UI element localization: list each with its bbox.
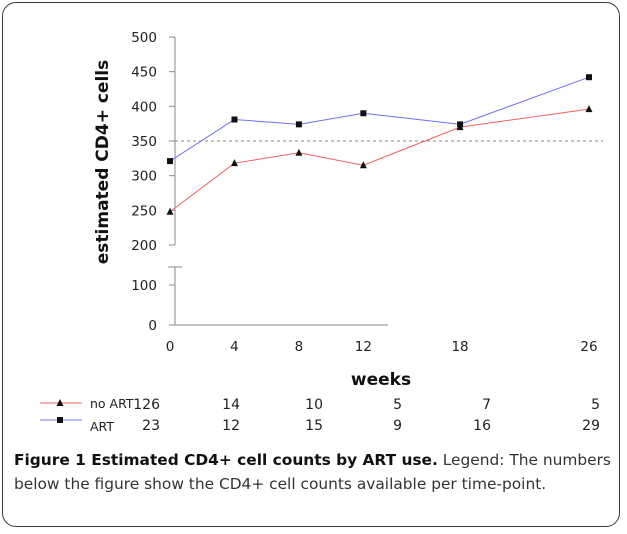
x-axis-label: weeks bbox=[351, 370, 411, 390]
y-tick-label: 300 bbox=[131, 169, 157, 185]
x-tick-label: 8 bbox=[295, 339, 304, 355]
data-point-no-art bbox=[585, 105, 593, 113]
data-point-art bbox=[586, 74, 592, 81]
y-axis-label: estimated CD4+ cells bbox=[93, 60, 113, 265]
count-cell: 9 bbox=[393, 418, 402, 434]
legend-marker-triangle bbox=[56, 399, 64, 406]
count-cell: 29 bbox=[582, 418, 600, 434]
legend-label: no ART bbox=[90, 396, 134, 411]
y-tick-label: 500 bbox=[131, 30, 157, 46]
y-tick-label: 200 bbox=[131, 238, 157, 254]
count-cell: 7 bbox=[482, 397, 491, 413]
caption-text: Legend: The numbers below the figure sho… bbox=[14, 451, 611, 493]
y-tick-label: 100 bbox=[131, 278, 157, 294]
count-table: no ART 126 14 10 5 7 5 ART 23 12 15 9 16 29 bbox=[40, 396, 600, 434]
count-cell: 5 bbox=[591, 397, 600, 413]
data-point-no-art bbox=[295, 148, 303, 156]
y-tick-label: 350 bbox=[131, 134, 157, 150]
count-cell: 15 bbox=[305, 418, 323, 434]
x-tick-label: 18 bbox=[451, 339, 468, 355]
count-cell: 10 bbox=[305, 397, 323, 413]
count-cell: 14 bbox=[222, 397, 240, 413]
x-tick-label: 12 bbox=[355, 339, 372, 355]
legend-marker-square bbox=[57, 417, 63, 423]
axes: 0 100 200 250 300 350 400 450 500 0 4 8 12 18 26 bbox=[131, 30, 603, 355]
y-tick-label: 400 bbox=[131, 99, 157, 115]
figure-caption: Figure 1 Estimated CD4+ cell counts by A… bbox=[14, 448, 614, 496]
legend-label: ART bbox=[90, 419, 114, 434]
count-cell: 5 bbox=[393, 397, 402, 413]
figure-card bbox=[2, 2, 620, 527]
data-point-no-art bbox=[166, 207, 174, 215]
caption-lead: Figure 1 Estimated CD4+ cell counts by A… bbox=[14, 451, 438, 469]
data-point-art bbox=[167, 158, 173, 165]
data-point-art bbox=[457, 121, 464, 128]
data-point-art bbox=[295, 121, 302, 128]
series-line-art bbox=[169, 76, 590, 162]
data-point-art bbox=[231, 116, 238, 123]
data-point-no-art bbox=[230, 159, 238, 167]
count-cell: 23 bbox=[142, 418, 160, 434]
count-cell: 12 bbox=[222, 418, 240, 434]
count-cell: 126 bbox=[133, 397, 160, 413]
x-tick-label: 4 bbox=[230, 339, 239, 355]
data-point-art bbox=[360, 110, 367, 117]
count-cell: 16 bbox=[473, 418, 491, 434]
x-tick-label: 26 bbox=[580, 339, 597, 355]
data-point-no-art bbox=[359, 161, 367, 169]
x-tick-label: 0 bbox=[166, 339, 175, 355]
y-tick-label: 450 bbox=[131, 65, 157, 81]
series-line-no-art bbox=[169, 108, 590, 213]
y-tick-label: 250 bbox=[131, 203, 157, 219]
series-layer bbox=[166, 74, 593, 215]
y-tick-label: 0 bbox=[148, 318, 157, 334]
